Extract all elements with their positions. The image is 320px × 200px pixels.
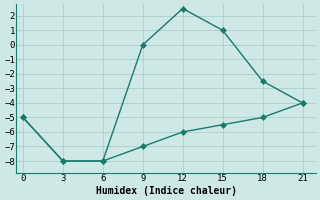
X-axis label: Humidex (Indice chaleur): Humidex (Indice chaleur): [96, 186, 236, 196]
